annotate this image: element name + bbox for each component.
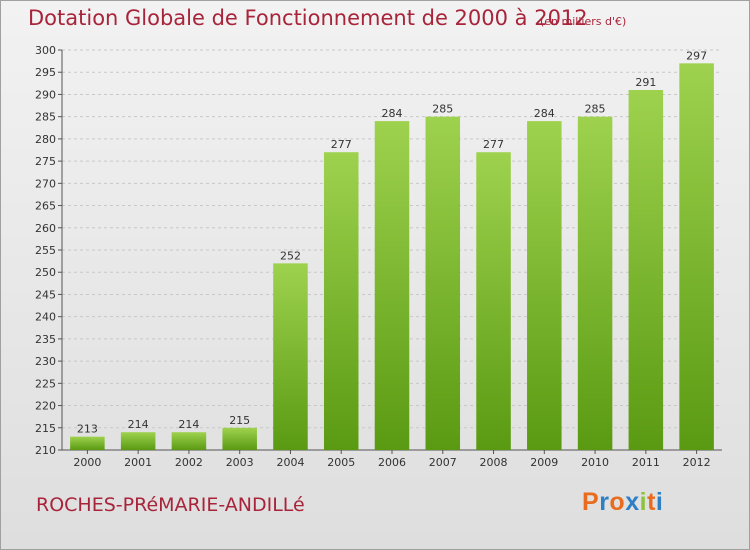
y-tick-label: 290 — [35, 88, 56, 101]
y-tick-label: 255 — [35, 244, 56, 257]
axes: 210 215 220 225 230 235 240 245 250 255 260 265 270 2… — [35, 44, 722, 457]
y-tick-label: 270 — [35, 177, 56, 190]
y-tick-label: 275 — [35, 155, 56, 168]
x-tick-label-2003: 2003 — [226, 456, 254, 469]
value-label-2010: 285 — [585, 103, 606, 116]
y-tick-label: 280 — [35, 133, 56, 146]
logo-letter: t — [647, 488, 656, 516]
x-tick-label-2010: 2010 — [581, 456, 609, 469]
bar-2012 — [679, 63, 714, 450]
value-label-2005: 277 — [331, 138, 352, 151]
logo-letter: o — [609, 488, 626, 516]
bar-2006 — [374, 121, 410, 450]
bar-2004 — [273, 263, 308, 450]
x-tick-label-2009: 2009 — [530, 456, 558, 469]
proxiti-logo[interactable]: Proxiti — [582, 488, 663, 517]
bar-2005 — [323, 152, 359, 450]
x-tick-label-2004: 2004 — [276, 456, 304, 469]
x-tick-label-2006: 2006 — [378, 456, 406, 469]
value-label-2000: 213 — [77, 423, 98, 436]
x-tick-label-2005: 2005 — [327, 456, 355, 469]
y-tick-label: 245 — [35, 288, 56, 301]
bars — [70, 63, 714, 451]
chart-title: Dotation Globale de Fonctionnement de 20… — [28, 6, 588, 30]
value-label-2001: 214 — [128, 418, 149, 431]
x-tick-label-2007: 2007 — [429, 456, 457, 469]
logo-letter: i — [655, 488, 664, 516]
bar-2003 — [222, 427, 257, 450]
bar-2007 — [425, 116, 461, 451]
place-name: ROCHES-PRéMARIE-ANDILLé — [36, 494, 305, 516]
y-tick-label: 265 — [35, 200, 56, 213]
value-label-2012: 297 — [686, 49, 707, 62]
value-label-2006: 284 — [382, 107, 403, 120]
bar-2009 — [527, 121, 562, 450]
bar-2011 — [628, 90, 664, 450]
value-label-2002: 214 — [178, 418, 199, 431]
y-tick-label: 295 — [35, 66, 56, 79]
value-label-2003: 215 — [229, 414, 250, 427]
y-tick-label: 240 — [35, 311, 56, 324]
y-tick-label: 250 — [35, 266, 56, 279]
logo-letter: r — [599, 488, 610, 516]
y-tick-label: 210 — [35, 444, 56, 457]
value-label-2011: 291 — [635, 76, 656, 89]
bar-2002 — [171, 432, 207, 450]
y-tick-label: 230 — [35, 355, 56, 368]
logo-letter: P — [582, 488, 600, 516]
y-tick-label: 220 — [35, 400, 56, 413]
value-label-2009: 284 — [534, 107, 555, 120]
y-tick-label: 300 — [35, 44, 56, 57]
value-label-2008: 277 — [483, 138, 504, 151]
x-tick-label-2000: 2000 — [73, 456, 101, 469]
logo-letter: i — [639, 488, 648, 516]
x-tick-label-2002: 2002 — [175, 456, 203, 469]
value-label-2007: 285 — [432, 103, 453, 116]
x-tick-label-2008: 2008 — [480, 456, 508, 469]
value-label-2004: 252 — [280, 249, 301, 262]
y-tick-label: 235 — [35, 333, 56, 346]
bar-2001 — [120, 432, 156, 450]
y-tick-label: 260 — [35, 222, 56, 235]
labels: 213 2000 214 2001 214 2002 215 2003 252 2004 277 20… — [73, 49, 710, 469]
x-tick-label-2012: 2012 — [683, 456, 711, 469]
y-tick-label: 215 — [35, 422, 56, 435]
x-tick-label-2011: 2011 — [632, 456, 660, 469]
y-tick-label: 225 — [35, 377, 56, 390]
chart-unit: (en milliers d'€) — [540, 15, 627, 28]
bar-2000 — [70, 436, 105, 450]
x-tick-label-2001: 2001 — [124, 456, 152, 469]
y-tick-label: 285 — [35, 111, 56, 124]
bar-2008 — [476, 152, 511, 450]
logo-letter: x — [625, 488, 640, 516]
bar-2010 — [577, 116, 613, 451]
